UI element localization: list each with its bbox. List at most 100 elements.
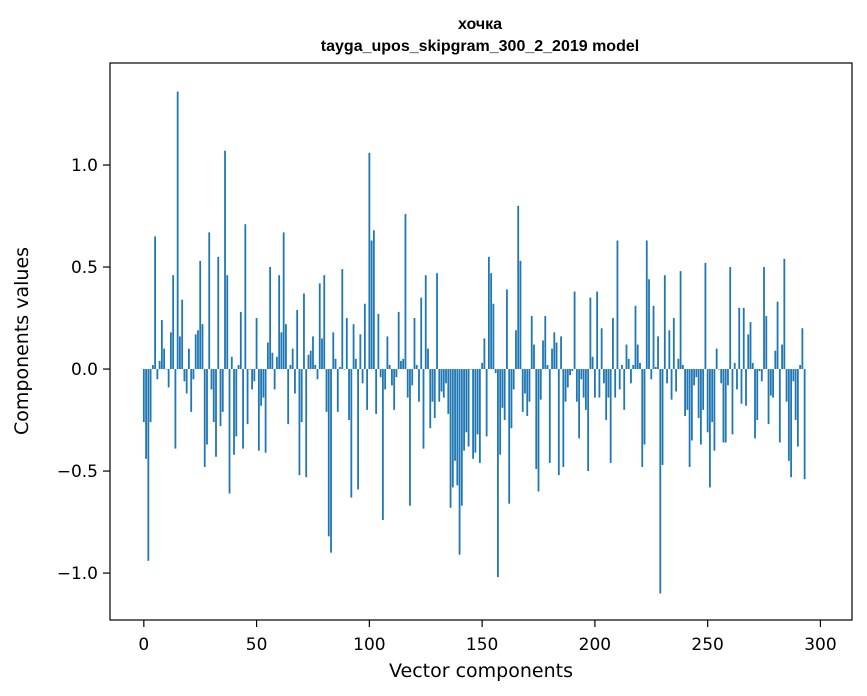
bar <box>440 369 443 392</box>
bar <box>551 348 553 370</box>
bar <box>709 369 711 488</box>
bar <box>266 342 269 370</box>
bar <box>713 369 716 451</box>
bar <box>393 369 396 410</box>
bar <box>296 309 299 370</box>
bar <box>783 258 786 370</box>
bar <box>506 289 508 370</box>
y-tick-label: 1.0 <box>71 156 98 176</box>
bar <box>623 369 626 410</box>
bar <box>343 369 346 370</box>
bar <box>285 324 287 370</box>
bar <box>503 369 506 421</box>
bar <box>528 369 531 402</box>
bar <box>179 336 181 370</box>
bar <box>605 369 608 421</box>
bar <box>584 369 587 410</box>
bar <box>641 369 644 467</box>
bar <box>497 369 499 578</box>
bar <box>339 367 341 370</box>
bar <box>679 271 682 370</box>
bar <box>246 369 249 425</box>
bar <box>562 369 565 467</box>
bar <box>433 369 436 419</box>
x-tick-label: 200 <box>579 635 611 655</box>
bar <box>481 362 484 370</box>
bar <box>636 344 639 370</box>
bar <box>228 369 231 494</box>
bar <box>275 356 278 370</box>
bar <box>774 350 777 370</box>
bar <box>621 364 623 370</box>
bar <box>368 152 371 370</box>
bar <box>616 240 619 370</box>
bar <box>312 336 314 370</box>
bar <box>305 369 308 478</box>
bar <box>415 364 418 370</box>
bar <box>257 369 260 451</box>
bar <box>731 369 734 435</box>
bar <box>688 369 691 467</box>
bar <box>747 334 750 370</box>
bar <box>219 369 222 427</box>
bar <box>357 369 359 490</box>
x-tick-label: 150 <box>466 635 498 655</box>
bar <box>542 340 544 370</box>
bar <box>190 369 193 412</box>
bar <box>519 260 522 370</box>
bar <box>603 369 605 384</box>
bar <box>632 364 635 370</box>
bar <box>801 328 804 370</box>
bar <box>715 348 718 370</box>
bar <box>690 369 693 441</box>
bar <box>650 369 653 380</box>
bar <box>352 324 355 370</box>
bar <box>363 303 366 370</box>
bar <box>226 275 229 370</box>
bar <box>643 369 646 445</box>
bar <box>163 348 166 370</box>
bar <box>458 369 461 555</box>
bar <box>420 297 423 370</box>
bar <box>535 369 538 470</box>
bar <box>341 269 344 370</box>
bar <box>406 369 409 398</box>
bar <box>487 256 490 370</box>
bar <box>449 369 452 508</box>
bar <box>381 369 384 521</box>
bar <box>199 260 202 370</box>
bar <box>792 369 795 382</box>
bar <box>388 364 391 370</box>
bar <box>785 369 788 402</box>
x-tick-label: 0 <box>138 635 149 655</box>
bar <box>575 369 578 402</box>
bar <box>192 369 195 380</box>
bar <box>418 369 420 402</box>
bar <box>185 369 188 394</box>
bar <box>702 369 705 410</box>
bar <box>501 369 504 408</box>
bar <box>727 369 729 386</box>
bar <box>648 279 650 370</box>
bar <box>438 369 441 402</box>
bar <box>314 364 317 370</box>
bar <box>402 358 405 370</box>
x-tick-label: 100 <box>353 635 385 655</box>
bar <box>251 369 253 390</box>
bar <box>321 338 323 370</box>
bar <box>465 369 468 433</box>
bar <box>548 369 551 463</box>
bar <box>336 369 339 412</box>
bar <box>742 307 745 370</box>
bar <box>289 364 292 370</box>
bar <box>704 262 707 370</box>
bar <box>239 311 242 370</box>
bar <box>787 369 790 461</box>
bar <box>255 318 258 370</box>
bar <box>154 236 156 370</box>
bar <box>796 369 799 447</box>
bar <box>377 313 380 370</box>
bar <box>262 369 265 398</box>
bar <box>260 369 262 406</box>
bar <box>253 369 256 382</box>
